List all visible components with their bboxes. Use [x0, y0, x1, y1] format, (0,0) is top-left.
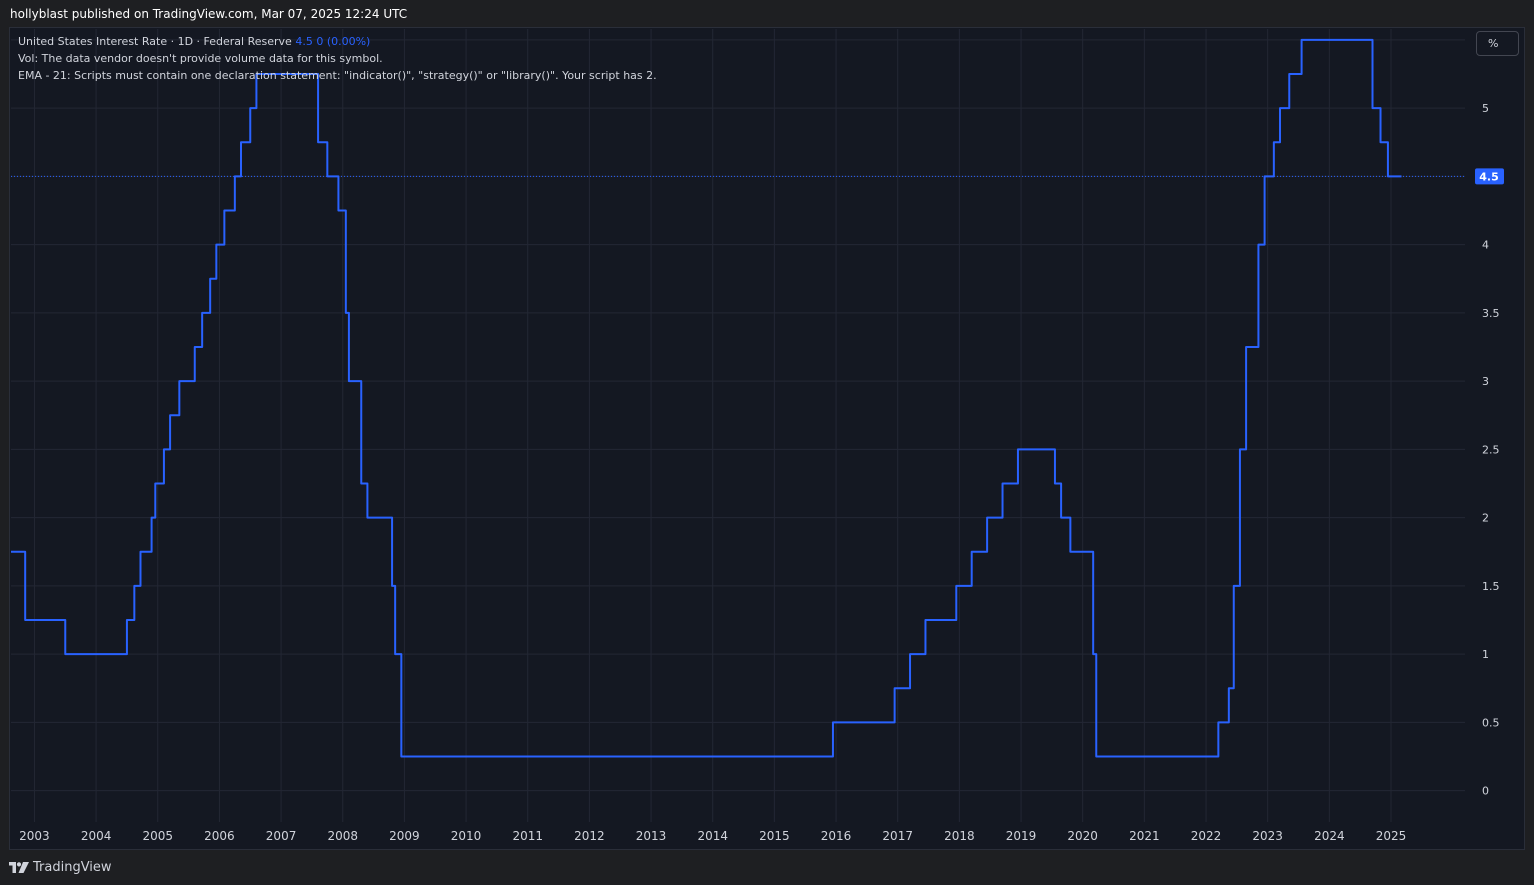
x-tick-label: 2004 [81, 829, 112, 843]
y-tick-label: 2.5 [1482, 443, 1500, 456]
x-tick-label: 2014 [697, 829, 728, 843]
x-tick-label: 2009 [389, 829, 420, 843]
x-tick-label: 2024 [1314, 829, 1345, 843]
x-tick-label: 2007 [266, 829, 297, 843]
x-tick-label: 2015 [759, 829, 790, 843]
y-tick-label: 3.5 [1482, 307, 1500, 320]
publisher-line: hollyblast published on TradingView.com,… [10, 7, 408, 21]
x-tick-label: 2019 [1006, 829, 1037, 843]
x-tick-label: 2012 [574, 829, 605, 843]
x-tick-label: 2022 [1191, 829, 1222, 843]
x-tick-label: 2023 [1252, 829, 1283, 843]
x-tick-label: 2017 [882, 829, 913, 843]
x-tick-label: 2006 [204, 829, 235, 843]
legend-volume-line[interactable]: Vol: The data vendor doesn't provide vol… [18, 52, 383, 65]
chart-svg[interactable]: 00.511.522.533.544.555.52003200420052006… [10, 28, 1526, 851]
y-tick-label: 2 [1482, 512, 1489, 525]
x-tick-label: 2020 [1067, 829, 1098, 843]
last-value-badge-bg [1475, 168, 1504, 185]
legend-ema-line[interactable]: EMA - 21: Scripts must contain one decla… [18, 69, 657, 82]
legend-symbol[interactable]: United States Interest Rate · 1D · Feder… [18, 35, 292, 48]
tradingview-logo-icon [9, 862, 29, 873]
y-tick-label: 4 [1482, 239, 1489, 252]
last-value-label: 4.5 [1479, 170, 1499, 183]
y-tick-label: 1 [1482, 648, 1489, 661]
series-line[interactable] [11, 38, 1402, 758]
footer-brand: TradingView [33, 860, 112, 875]
legend-symbol-line[interactable]: United States Interest Rate · 1D · Feder… [18, 35, 370, 48]
x-tick-label: 2008 [327, 829, 358, 843]
x-tick-label: 2021 [1129, 829, 1160, 843]
x-tick-label: 2011 [512, 829, 543, 843]
x-tick-label: 2016 [821, 829, 852, 843]
x-tick-label: 2013 [636, 829, 667, 843]
legend-values: 4.5 0 (0.00%) [295, 35, 371, 48]
y-tick-label: 0.5 [1482, 716, 1500, 729]
last-value-badge: 4.5 [1475, 168, 1504, 185]
chart-pane[interactable]: 00.511.522.533.544.555.52003200420052006… [9, 27, 1525, 850]
publisher-bar: hollyblast published on TradingView.com,… [0, 0, 1534, 27]
footer-bar: TradingView [0, 852, 1534, 885]
x-tick-label: 2005 [142, 829, 173, 843]
x-tick-label: 2018 [944, 829, 975, 843]
y-tick-label: 3 [1482, 375, 1489, 388]
x-tick-label: 2003 [19, 829, 50, 843]
x-tick-label: 2010 [451, 829, 482, 843]
x-tick-label: 2025 [1376, 829, 1407, 843]
y-tick-label: 1.5 [1482, 580, 1500, 593]
y-tick-label: 5 [1482, 102, 1489, 115]
y-tick-label: 0 [1482, 785, 1489, 798]
percent-scale-button[interactable]: % [1476, 31, 1519, 56]
